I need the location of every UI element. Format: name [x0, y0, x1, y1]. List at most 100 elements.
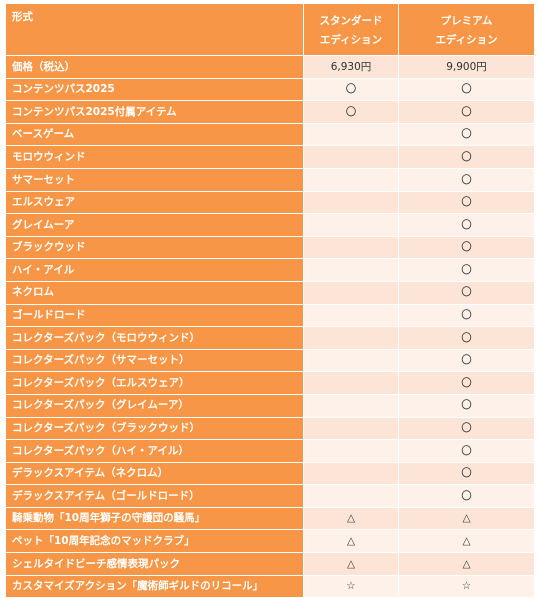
table-row: コレクターズパック（サマーセット） 〇	[5, 348, 535, 373]
row-label: カスタマイズアクション「魔術師ギルドのリコール」	[5, 574, 304, 598]
premium-edition-cell: 〇	[398, 213, 535, 237]
row-label: 価格（税込）	[5, 55, 304, 79]
row-label: デラックスアイテム（ネクロム）	[5, 461, 304, 486]
row-label: ネクロム	[5, 280, 304, 305]
table-row: コレクターズパック（エルスウェア） 〇	[5, 371, 535, 395]
table-row: コレクターズパック（グレイムーア） 〇	[5, 393, 535, 418]
premium-edition-cell: 〇	[398, 348, 535, 373]
row-label: コレクターズパック（グレイムーア）	[5, 393, 304, 418]
table-row: サマーセット 〇	[5, 167, 535, 192]
table-row: コレクターズパック（ハイ・アイル） 〇	[5, 439, 535, 463]
standard-edition-cell	[303, 167, 399, 192]
row-label: コレクターズパック（サマーセット）	[5, 348, 304, 373]
table-row: 騎乗動物「10周年獅子の守護団の騒馬」 △ △	[5, 506, 535, 531]
premium-edition-cell: 〇	[398, 258, 535, 282]
premium-edition-cell: 〇	[398, 393, 535, 418]
table-row: カスタマイズアクション「魔術師ギルドのリコール」 ☆ ☆	[5, 574, 535, 598]
premium-edition-cell: 〇	[398, 371, 535, 395]
premium-edition-cell: 〇	[398, 416, 535, 441]
header-standard-line1: スタンダード	[319, 15, 383, 27]
premium-edition-cell: △	[398, 552, 535, 576]
standard-edition-cell	[303, 280, 399, 305]
premium-edition-cell: ☆	[398, 574, 535, 598]
row-label: コレクターズパック（モロウウィンド）	[5, 326, 304, 350]
table-row: コレクターズパック（ブラックウッド） 〇	[5, 416, 535, 441]
table-row: コンテンツパス2025 〇〇	[5, 77, 535, 102]
standard-edition-cell	[303, 258, 399, 282]
standard-edition-cell: ☆	[303, 574, 399, 598]
premium-edition-cell: △	[398, 506, 535, 531]
standard-edition-cell: 〇	[303, 77, 399, 102]
standard-edition-cell: △	[303, 529, 399, 554]
premium-edition-cell: 〇	[398, 326, 535, 350]
standard-edition-cell	[303, 145, 399, 169]
table-row: ブラックウッド 〇	[5, 235, 535, 260]
standard-edition-cell	[303, 235, 399, 260]
premium-edition-cell: 〇	[398, 122, 535, 147]
premium-edition-cell: 〇	[398, 167, 535, 192]
header-standard-edition: スタンダード エディション	[303, 3, 399, 56]
row-label: デラックスアイテム（ゴールドロード）	[5, 484, 304, 508]
standard-edition-cell	[303, 393, 399, 418]
row-label: シェルタイドビーチ感情表現パック	[5, 552, 304, 576]
table-row: ペット「10周年記念のマッドクラブ」 △ △	[5, 529, 535, 554]
standard-edition-cell	[303, 122, 399, 147]
premium-edition-cell: 〇	[398, 484, 535, 508]
table-row: ゴールドロード 〇	[5, 303, 535, 328]
row-label: ペット「10周年記念のマッドクラブ」	[5, 529, 304, 554]
premium-edition-cell: △	[398, 529, 535, 554]
premium-edition-cell: 〇	[398, 439, 535, 463]
premium-edition-cell: 〇	[398, 280, 535, 305]
table-row: エルスウェア 〇	[5, 190, 535, 215]
standard-edition-cell	[303, 416, 399, 441]
table-row: デラックスアイテム（ネクロム） 〇	[5, 461, 535, 486]
standard-edition-cell	[303, 439, 399, 463]
edition-comparison-table: 形式 スタンダード エディション プレミアム エディション 価格（税込） 6,93…	[5, 3, 535, 598]
header-premium-line2: エディション	[435, 34, 498, 46]
premium-edition-cell: 〇	[398, 235, 535, 260]
row-label: コンテンツパス2025付属アイテム	[5, 100, 304, 124]
row-label: ハイ・アイル	[5, 258, 304, 282]
premium-edition-cell: 〇	[398, 303, 535, 328]
header-format-label: 形式	[5, 3, 304, 56]
standard-edition-cell	[303, 213, 399, 237]
row-label: モロウウィンド	[5, 145, 304, 169]
premium-edition-cell: 〇	[398, 190, 535, 215]
premium-edition-cell: 〇	[398, 461, 535, 486]
table-row: デラックスアイテム（ゴールドロード） 〇	[5, 484, 535, 508]
table-row: ハイ・アイル 〇	[5, 258, 535, 282]
row-label: ゴールドロード	[5, 303, 304, 328]
premium-edition-cell: 〇	[398, 100, 535, 124]
table-row: ベースゲーム 〇	[5, 122, 535, 147]
standard-edition-cell	[303, 484, 399, 508]
row-label: ベースゲーム	[5, 122, 304, 147]
row-label: サマーセット	[5, 167, 304, 192]
standard-edition-cell: △	[303, 506, 399, 531]
row-label: コンテンツパス2025	[5, 77, 304, 102]
table-body: 価格（税込） 6,930円 9,900円 コンテンツパス2025 〇〇コンテンツパス20…	[5, 55, 535, 598]
standard-edition-cell	[303, 461, 399, 486]
row-label: コレクターズパック（ハイ・アイル）	[5, 439, 304, 463]
row-label: 騎乗動物「10周年獅子の守護団の騒馬」	[5, 506, 304, 531]
row-label: コレクターズパック（ブラックウッド）	[5, 416, 304, 441]
standard-edition-cell	[303, 303, 399, 328]
premium-edition-cell: 〇	[398, 77, 535, 102]
row-label: ブラックウッド	[5, 235, 304, 260]
table-header: 形式 スタンダード エディション プレミアム エディション	[5, 3, 535, 56]
table-row: シェルタイドビーチ感情表現パック △ △	[5, 552, 535, 576]
standard-edition-cell: 〇	[303, 100, 399, 124]
standard-edition-cell	[303, 190, 399, 215]
header-row: 形式 スタンダード エディション プレミアム エディション	[5, 3, 535, 56]
table-row: ネクロム 〇	[5, 280, 535, 305]
premium-edition-cell: 9,900円	[398, 55, 535, 79]
standard-edition-cell: 6,930円	[303, 55, 399, 79]
premium-edition-cell: 〇	[398, 145, 535, 169]
header-standard-line2: エディション	[319, 34, 383, 46]
table-row: グレイムーア 〇	[5, 213, 535, 237]
standard-edition-cell	[303, 348, 399, 373]
standard-edition-cell	[303, 326, 399, 350]
table-row: モロウウィンド 〇	[5, 145, 535, 169]
row-label: エルスウェア	[5, 190, 304, 215]
row-label: コレクターズパック（エルスウェア）	[5, 371, 304, 395]
